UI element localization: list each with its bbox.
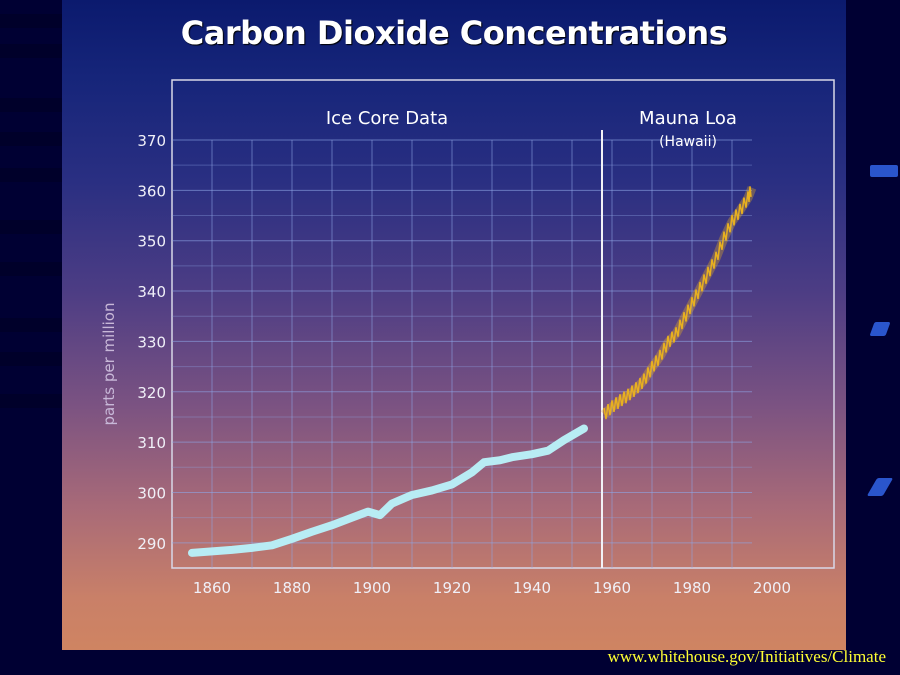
side-stripe: [0, 132, 62, 146]
x-tick-label: 1940: [513, 579, 551, 597]
slide-decoration: [870, 165, 898, 177]
y-tick-label: 330: [137, 333, 166, 351]
side-stripe: [0, 262, 62, 276]
side-stripe: [0, 318, 62, 332]
y-tick-label: 340: [137, 283, 166, 301]
x-tick-label: 1980: [673, 579, 711, 597]
side-stripe: [0, 394, 62, 408]
x-tick-label: 2000: [753, 579, 791, 597]
slide-decoration: [866, 478, 894, 496]
x-tick-label: 1880: [273, 579, 311, 597]
x-tick-label: 1960: [593, 579, 631, 597]
side-stripe: [0, 98, 62, 112]
chart-panel: Carbon Dioxide Concentrations 290 300 310 3…: [62, 0, 846, 650]
y-tick-label: 360: [137, 182, 166, 200]
series-mauna-loa-line: [603, 186, 752, 420]
y-axis-label: parts per million: [100, 303, 118, 426]
side-stripe: [0, 220, 62, 234]
plot-frame: [171, 79, 835, 569]
annotation-mauna-loa: Mauna Loa: [639, 108, 737, 129]
source-url: www.whitehouse.gov/Initiatives/Climate: [607, 647, 886, 666]
x-tick-label: 1860: [193, 579, 231, 597]
co2-chart: 290 300 310 320 330 340 350 360 370 1860 1880 1900 1…: [100, 79, 835, 597]
side-stripe: [0, 44, 62, 58]
chart-title: Carbon Dioxide Concentrations: [180, 14, 728, 52]
annotation-hawaii: (Hawaii): [659, 134, 717, 150]
series-ice-core-line: [188, 424, 588, 557]
y-tick-label: 350: [137, 233, 166, 251]
y-tick-label: 290: [137, 535, 166, 553]
side-stripe: [0, 14, 62, 28]
side-stripe: [0, 168, 62, 182]
y-tick-label: 320: [137, 384, 166, 402]
y-tick-label: 370: [137, 132, 166, 150]
annotation-ice-core: Ice Core Data: [326, 108, 448, 129]
x-tick-label: 1900: [353, 579, 391, 597]
series-mauna-loa-band: [600, 186, 757, 418]
side-stripe: [0, 352, 62, 366]
x-tick-label: 1920: [433, 579, 471, 597]
slide-decoration: [869, 322, 891, 336]
y-tick-label: 310: [137, 434, 166, 452]
y-tick-label: 300: [137, 484, 166, 502]
